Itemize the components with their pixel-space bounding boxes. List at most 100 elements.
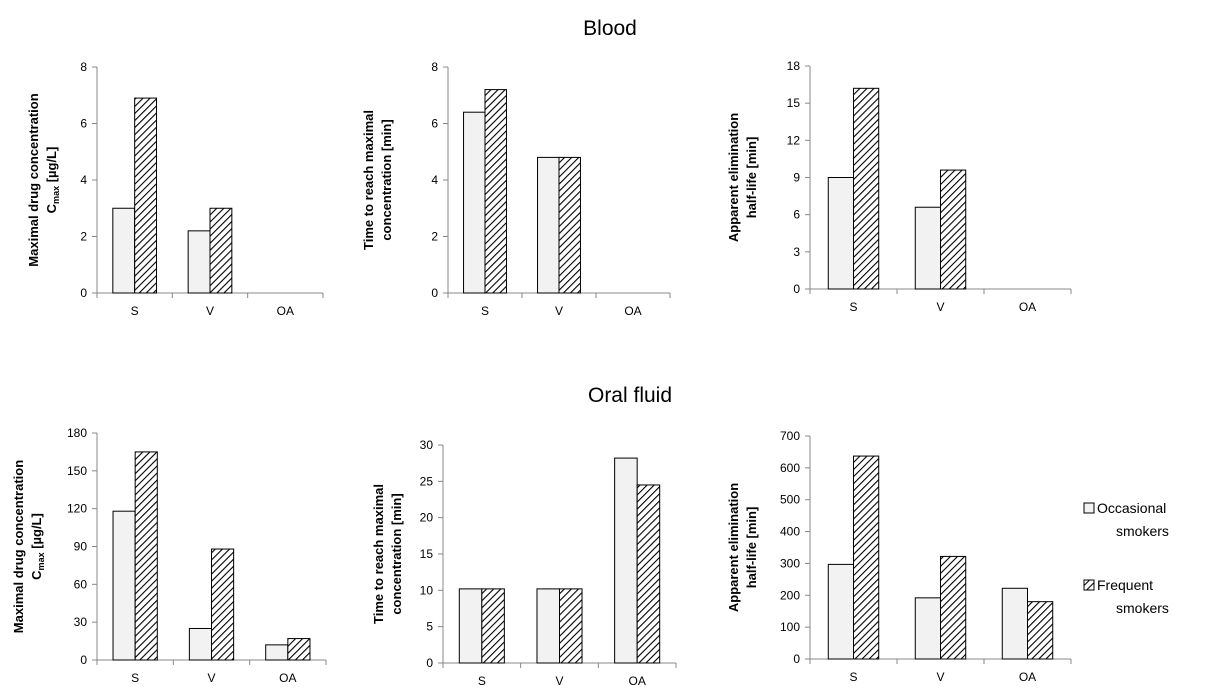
- x-tick-label: S: [478, 674, 486, 688]
- bar-occasional-OA: [614, 457, 638, 664]
- legend-swatch-occasional: [1083, 502, 1095, 514]
- bar-occasional-S: [112, 207, 136, 294]
- bar-frequent-S: [484, 89, 507, 294]
- chart-1: 0 2 4 6 8 S V OA Maximal drug concentration Cmax …: [26, 60, 324, 318]
- bar-occasional-V: [536, 588, 561, 664]
- bar-occasional-S: [458, 588, 483, 664]
- bar-frequent-OA: [1027, 601, 1054, 660]
- bar-occasional-S: [463, 111, 486, 294]
- bar-frequent-V: [940, 555, 967, 660]
- y-tick-label: 6: [431, 117, 438, 131]
- y-axis-title-line2: Cmax [µg/L]: [44, 147, 61, 214]
- bar-occasional-V: [537, 156, 560, 294]
- y-axis-title-line1: Maximal drug concentration: [11, 460, 26, 633]
- x-tick-label: OA: [279, 671, 296, 685]
- y-axis-title-line1: Time to reach maximal: [361, 110, 376, 250]
- bar-occasional-S: [112, 510, 136, 661]
- y-axis-title-line1: Apparent elimination: [726, 483, 741, 612]
- y-tick-label: 5: [426, 620, 433, 634]
- x-tick-label: S: [131, 304, 139, 318]
- bar-frequent-S: [481, 588, 505, 664]
- y-tick-label: 0: [793, 652, 800, 666]
- y-tick-label: 180: [67, 426, 87, 440]
- y-tick-label: 2: [431, 230, 438, 244]
- x-tick-label: S: [481, 304, 489, 318]
- y-tick-label: 12: [787, 133, 801, 147]
- y-tick-label: 100: [780, 620, 800, 634]
- legend-label-occasional-line1: Occasional: [1097, 500, 1166, 516]
- y-axis-title-line1: Maximal drug concentration: [26, 93, 41, 266]
- bar-occasional-V: [187, 230, 211, 294]
- x-tick-label: OA: [1019, 300, 1036, 314]
- legend-label-frequent-line2: smokers: [1116, 600, 1169, 616]
- y-tick-label: 400: [780, 525, 800, 539]
- bar-occasional-S: [827, 177, 855, 290]
- y-axis-title-line2: half-life [min]: [744, 507, 759, 589]
- bar-frequent-S: [853, 455, 880, 660]
- y-tick-label: 600: [780, 461, 800, 475]
- y-axis-title-line1: Time to reach maximal: [371, 484, 386, 624]
- x-tick-label: V: [936, 300, 944, 314]
- legend: Occasional smokers Frequent smokers: [1083, 500, 1169, 616]
- y-tick-label: 25: [420, 474, 434, 488]
- x-tick-label: V: [555, 674, 563, 688]
- x-tick-label: S: [849, 670, 857, 684]
- x-tick-label: OA: [1019, 670, 1036, 684]
- x-tick-label: OA: [628, 674, 645, 688]
- bar-frequent-V: [209, 207, 233, 294]
- section-title-oral-fluid: Oral fluid: [588, 384, 672, 407]
- chart-4: 0 30 60 90 120 150 180 S V OA Maximal drug concent…: [11, 426, 327, 685]
- bar-occasional-OA: [265, 644, 289, 661]
- bar-frequent-S: [134, 97, 158, 294]
- y-tick-label: 90: [74, 540, 88, 554]
- bar-frequent-S: [853, 87, 880, 290]
- bar-frequent-OA: [636, 484, 661, 664]
- y-axis-title-line2: concentration [min]: [379, 119, 394, 240]
- y-tick-label: 6: [793, 208, 800, 222]
- chart-3: 0 3 6 9 12 15 18 S V OA Apparent elimination half-l…: [726, 59, 1072, 314]
- y-tick-label: 30: [74, 615, 88, 629]
- bar-occasional-S: [827, 563, 855, 660]
- bar-frequent-V: [559, 588, 583, 664]
- chart-6: 0 100 200 300 400 500 600 700 S V OA Apparent elimi…: [726, 429, 1072, 684]
- y-tick-label: 18: [787, 59, 801, 73]
- section-title-blood: Blood: [583, 17, 637, 40]
- x-tick-label: S: [849, 300, 857, 314]
- y-tick-label: 20: [420, 511, 434, 525]
- y-tick-label: 150: [67, 464, 87, 478]
- y-tick-label: 3: [793, 245, 800, 259]
- y-tick-label: 300: [780, 556, 800, 570]
- y-tick-label: 30: [420, 438, 434, 452]
- bar-occasional-OA: [1001, 587, 1029, 660]
- bar-frequent-V: [940, 169, 967, 290]
- y-tick-label: 0: [431, 286, 438, 300]
- y-tick-label: 8: [80, 60, 87, 74]
- x-tick-label: V: [206, 304, 214, 318]
- y-tick-label: 9: [793, 171, 800, 185]
- chart-2: 0 2 4 6 8 S V OA Time to reach maximal concentrat…: [361, 60, 671, 318]
- y-axis-title: Maximal drug concentration Cmax [µg/L]: [26, 93, 61, 266]
- y-tick-label: 0: [426, 656, 433, 670]
- bar-frequent-V: [211, 548, 235, 661]
- bar-occasional-V: [914, 597, 942, 660]
- y-axis-title: Apparent elimination half-life [min]: [726, 483, 759, 612]
- y-axis-title: Time to reach maximal concentration [min]: [371, 484, 404, 624]
- y-tick-label: 4: [431, 173, 438, 187]
- chart-5: 0 5 10 15 20 25 30 S V OA Time to reach maximal con…: [371, 438, 677, 688]
- y-tick-label: 10: [420, 583, 434, 597]
- legend-label-occasional-line2: smokers: [1116, 523, 1169, 539]
- y-tick-label: 120: [67, 502, 87, 516]
- bar-occasional-V: [914, 206, 942, 290]
- y-axis-title-line2: Cmax [µg/L]: [29, 513, 46, 580]
- y-tick-label: 6: [80, 117, 87, 131]
- y-axis-title-line2: half-life [min]: [744, 137, 759, 219]
- legend-label-frequent-line1: Frequent: [1097, 577, 1153, 593]
- y-tick-label: 0: [80, 653, 87, 667]
- x-tick-label: OA: [624, 304, 641, 318]
- x-tick-label: V: [936, 670, 944, 684]
- x-tick-label: S: [131, 671, 139, 685]
- bar-frequent-OA: [287, 638, 311, 661]
- y-tick-label: 15: [420, 547, 434, 561]
